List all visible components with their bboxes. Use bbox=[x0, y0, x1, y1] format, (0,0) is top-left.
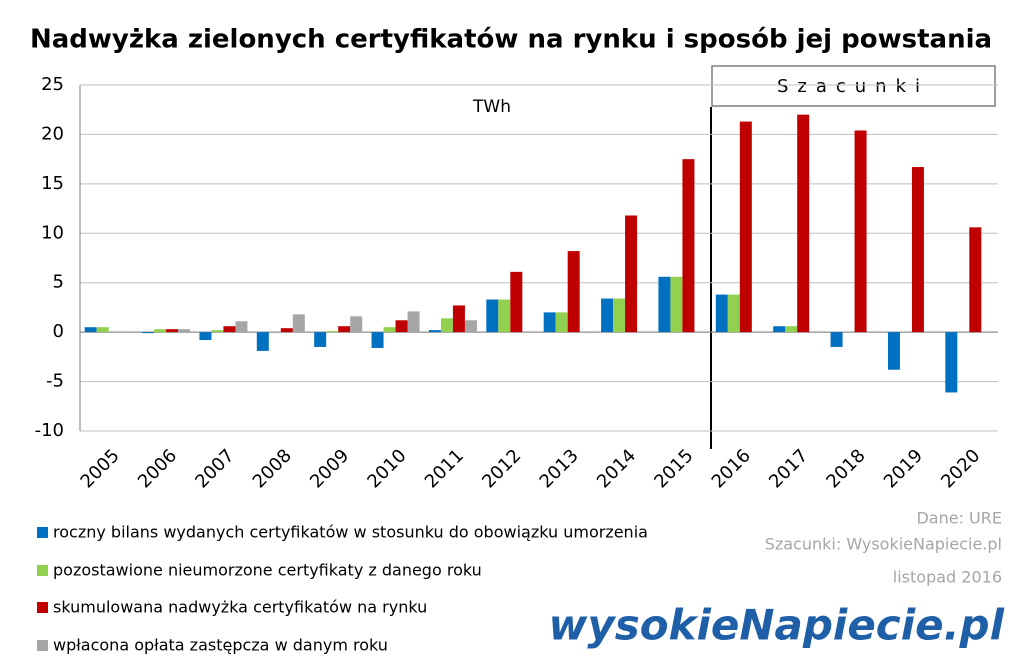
estimates-source: Szacunki: WysokieNapiecie.pl bbox=[765, 535, 1002, 554]
x-tick-label: 2011 bbox=[421, 445, 468, 492]
bar bbox=[555, 312, 568, 333]
bar bbox=[395, 320, 408, 333]
bar bbox=[625, 215, 638, 333]
bar bbox=[658, 276, 671, 333]
chart-title: Nadwyżka zielonych certyfikatów na rynku… bbox=[30, 25, 992, 55]
x-tick-label: 2017 bbox=[765, 445, 812, 492]
bar bbox=[601, 298, 614, 333]
bar bbox=[371, 332, 384, 348]
bar bbox=[142, 332, 155, 334]
y-tick-label: 15 bbox=[41, 173, 64, 194]
x-tick-label: 2005 bbox=[77, 445, 124, 492]
y-tick-label: -10 bbox=[35, 420, 64, 441]
x-tick-label: 2007 bbox=[191, 445, 238, 492]
bar bbox=[452, 305, 465, 333]
legend-label: wpłacona opłata zastępcza w danym roku bbox=[53, 636, 388, 655]
x-tick-label: 2016 bbox=[708, 445, 755, 492]
x-tick-label: 2010 bbox=[363, 445, 410, 492]
bar bbox=[84, 327, 97, 333]
logo: wysokieNapiecie.pl bbox=[549, 601, 1005, 650]
bar bbox=[292, 314, 305, 333]
bar bbox=[199, 332, 212, 341]
y-tick-label: 10 bbox=[41, 222, 64, 243]
legend-swatch bbox=[37, 527, 48, 538]
x-tick-label: 2009 bbox=[306, 445, 353, 492]
bar bbox=[510, 271, 523, 333]
bar bbox=[464, 320, 477, 333]
legend-label: roczny bilans wydanych certyfikatów w st… bbox=[53, 523, 648, 542]
x-tick-label: 2006 bbox=[134, 445, 181, 492]
bar bbox=[830, 332, 843, 347]
bar bbox=[567, 251, 580, 333]
bar bbox=[543, 312, 556, 333]
x-tick-label: 2008 bbox=[249, 445, 296, 492]
x-tick-label: 2015 bbox=[650, 445, 697, 492]
y-tick-label: -5 bbox=[46, 371, 64, 392]
forecast-box bbox=[711, 65, 996, 107]
x-tick-label: 2019 bbox=[880, 445, 927, 492]
bar bbox=[383, 327, 396, 333]
legend-label: pozostawione nieumorzone certyfikaty z d… bbox=[53, 561, 482, 580]
legend-swatch bbox=[37, 640, 48, 651]
x-tick-label: 2020 bbox=[937, 445, 984, 492]
source: Dane: URE bbox=[916, 509, 1002, 528]
bar bbox=[945, 332, 958, 393]
bar bbox=[715, 294, 728, 333]
bar bbox=[854, 130, 867, 333]
bar bbox=[350, 316, 363, 333]
bar bbox=[682, 159, 695, 333]
bar bbox=[887, 332, 900, 370]
bar bbox=[486, 299, 499, 333]
legend-swatch bbox=[37, 565, 48, 576]
x-tick-label: 2018 bbox=[822, 445, 869, 492]
bar bbox=[211, 330, 224, 333]
y-tick-label: 20 bbox=[41, 123, 64, 144]
legend-swatch bbox=[37, 602, 48, 613]
x-tick-label: 2012 bbox=[478, 445, 525, 492]
x-tick-label: 2014 bbox=[593, 445, 640, 492]
bar bbox=[773, 326, 786, 333]
forecast-label: Szacunki bbox=[777, 76, 929, 97]
bar bbox=[797, 114, 810, 333]
bar bbox=[326, 331, 339, 333]
bar bbox=[235, 321, 248, 333]
bar bbox=[785, 326, 798, 333]
bar bbox=[498, 299, 511, 333]
bar bbox=[911, 167, 924, 333]
unit-label: TWh bbox=[472, 97, 511, 117]
bar bbox=[280, 328, 293, 333]
x-tick-label: 2013 bbox=[536, 445, 583, 492]
bar bbox=[613, 298, 626, 333]
bar bbox=[727, 294, 740, 333]
y-tick-label: 25 bbox=[41, 74, 64, 95]
bar bbox=[223, 326, 236, 333]
bar bbox=[407, 311, 420, 333]
y-tick-label: 5 bbox=[53, 272, 64, 293]
bar bbox=[154, 329, 167, 333]
legend-label: skumulowana nadwyżka certyfikatów na ryn… bbox=[53, 598, 427, 617]
bar bbox=[96, 327, 109, 333]
bar bbox=[256, 332, 269, 351]
bar bbox=[178, 329, 191, 333]
bar bbox=[428, 330, 441, 333]
date: listopad 2016 bbox=[893, 568, 1002, 587]
bar bbox=[739, 121, 752, 333]
y-tick-label: 0 bbox=[53, 321, 64, 342]
bar bbox=[440, 318, 453, 333]
bar bbox=[314, 332, 327, 347]
bar bbox=[338, 326, 351, 333]
bar bbox=[969, 227, 982, 333]
bar bbox=[166, 329, 179, 333]
bar bbox=[670, 276, 683, 333]
